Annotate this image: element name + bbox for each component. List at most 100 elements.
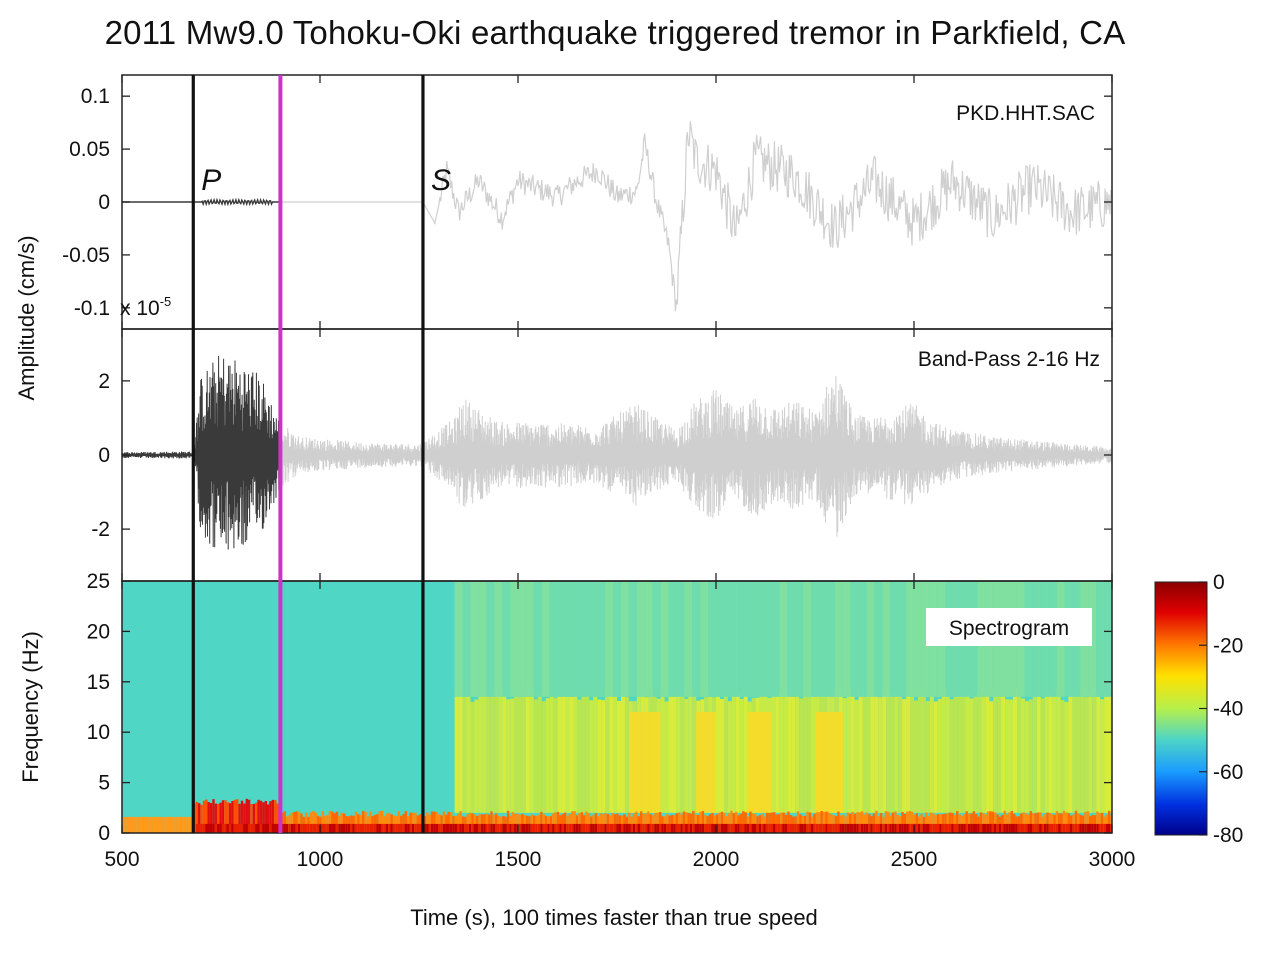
spectrogram-lowband xyxy=(236,799,239,833)
spectrogram-cell xyxy=(561,692,566,813)
spectrogram-lowband xyxy=(1055,811,1059,833)
spectrogram-cell xyxy=(660,689,665,813)
spectrogram-lowband-core xyxy=(744,823,747,833)
spectrogram-cell xyxy=(569,696,574,813)
spectrogram-lowband xyxy=(219,802,222,833)
spectrogram-lowband-core xyxy=(1091,823,1094,833)
spectrogram-lowband xyxy=(255,802,258,833)
spectrogram-lowband-core xyxy=(970,823,973,833)
spectrogram-cell xyxy=(985,687,990,813)
spectrogram-lowband xyxy=(271,799,275,833)
spectrogram-lowband xyxy=(457,813,460,833)
spectrogram-lowband-core xyxy=(1013,823,1016,833)
spectrogram-lowband-core xyxy=(763,823,766,833)
spectrogram-lowband-core xyxy=(573,823,576,833)
spectrogram-lowband xyxy=(687,813,690,833)
spectrogram-lowband-core xyxy=(737,823,740,833)
spectrogram-lowband-core xyxy=(459,823,462,833)
spectrogram-cell xyxy=(842,698,847,813)
spectrogram-burst xyxy=(696,712,701,813)
spectrogram-lowband xyxy=(426,812,429,833)
spectrogram-lowband-core xyxy=(212,823,215,833)
spectrogram-cell xyxy=(961,696,966,813)
spectrogram-cell xyxy=(791,692,796,813)
spectrogram-cell xyxy=(589,700,594,813)
spectrogram-lowband-core xyxy=(915,823,918,833)
spectrogram-cell xyxy=(953,689,958,813)
spectrogram-cell xyxy=(1005,699,1010,813)
spectrogram-lowband-core xyxy=(882,823,885,833)
spectrogram-lowband-core xyxy=(815,823,819,833)
spectrogram-lowband xyxy=(820,811,823,833)
scale-note-base: x 10 xyxy=(120,297,160,320)
spectrogram-lowband xyxy=(133,816,137,833)
spectrogram-lowband-core xyxy=(200,823,203,833)
spectrogram-lowband-core xyxy=(901,823,904,833)
spectrogram-lowband-core xyxy=(483,823,486,833)
spectrogram-lowband xyxy=(552,813,555,833)
spectrogram-lowband-core xyxy=(376,823,379,833)
spectrogram-lowband-core xyxy=(625,823,629,833)
spectrogram-cell xyxy=(787,581,796,697)
spectrogram-lowband-core xyxy=(1098,823,1101,833)
spectrogram-lowband-core xyxy=(440,823,443,833)
spectrogram-lowband-core xyxy=(466,823,469,833)
spectrogram-lowband-core xyxy=(811,823,814,833)
spectrogram-lowband-core xyxy=(217,823,220,833)
spectrogram-lowband xyxy=(1108,810,1111,833)
spectrogram-cell xyxy=(518,688,522,813)
spectrogram-cell xyxy=(819,581,827,697)
spectrogram-lowband-core xyxy=(777,823,781,833)
spectrogram-cell xyxy=(858,689,863,813)
spectrogram-cell xyxy=(1092,689,1097,813)
spectrogram-lowband xyxy=(466,814,469,833)
spectrogram-lowband xyxy=(730,810,733,833)
spectrogram-lowband-core xyxy=(580,823,583,833)
spectrogram-cell xyxy=(454,581,463,697)
spectrogram-lowband-core xyxy=(692,823,695,833)
spectrogram-lowband xyxy=(1027,814,1030,833)
spectrogram-cell xyxy=(854,699,859,813)
spectrogram-lowband-core xyxy=(846,823,850,833)
spectrogram-cell xyxy=(518,581,526,697)
spectrogram-lowband xyxy=(1036,812,1040,833)
spectrogram-lowband-core xyxy=(307,823,310,833)
spectrogram-lowband xyxy=(419,814,422,833)
spectrogram-lowband xyxy=(266,804,270,833)
spectrogram-lowband-core xyxy=(894,823,897,833)
spectrogram-cell xyxy=(898,689,903,813)
spectrogram-lowband xyxy=(414,812,417,833)
spectrogram-lowband-core xyxy=(461,823,465,833)
spectrogram-lowband-core xyxy=(1005,823,1009,833)
spectrogram-lowband xyxy=(716,814,719,833)
spectrogram-lowband-core xyxy=(252,823,256,833)
spectrogram-lowband-core xyxy=(806,823,809,833)
spectrogram-lowband-core xyxy=(290,823,294,833)
spectrogram-lowband xyxy=(735,811,738,833)
spectrogram-lowband xyxy=(632,813,636,833)
spectrogram-lowband xyxy=(571,811,574,833)
spectrogram-cell xyxy=(581,581,590,697)
spectrogram-lowband xyxy=(252,803,256,833)
spectrogram-lowband xyxy=(946,813,949,833)
spectrogram-lowband-core xyxy=(661,823,664,833)
spectrogram-lowband-core xyxy=(637,823,640,833)
spectrogram-lowband-core xyxy=(860,823,864,833)
spectrogram-lowband xyxy=(982,813,985,833)
spectrogram-lowband xyxy=(473,814,476,833)
spectrogram-lowband xyxy=(768,813,771,833)
spectrogram-lowband xyxy=(986,811,990,833)
spectrogram-lowband xyxy=(217,803,220,833)
spectrogram-lowband xyxy=(975,814,978,833)
spectrogram-cell xyxy=(636,581,645,697)
spectrogram-lowband-core xyxy=(1055,823,1059,833)
spectrogram-lowband-core xyxy=(257,823,260,833)
spectrogram-lowband xyxy=(796,811,800,833)
spectrogram-lowband xyxy=(164,816,168,833)
spectrogram-lowband-core xyxy=(1020,823,1023,833)
spectrogram-lowband-core xyxy=(670,823,674,833)
spectrogram-cell xyxy=(763,581,772,697)
spectrogram-lowband-core xyxy=(430,823,434,833)
spectrogram-cell xyxy=(498,686,503,813)
